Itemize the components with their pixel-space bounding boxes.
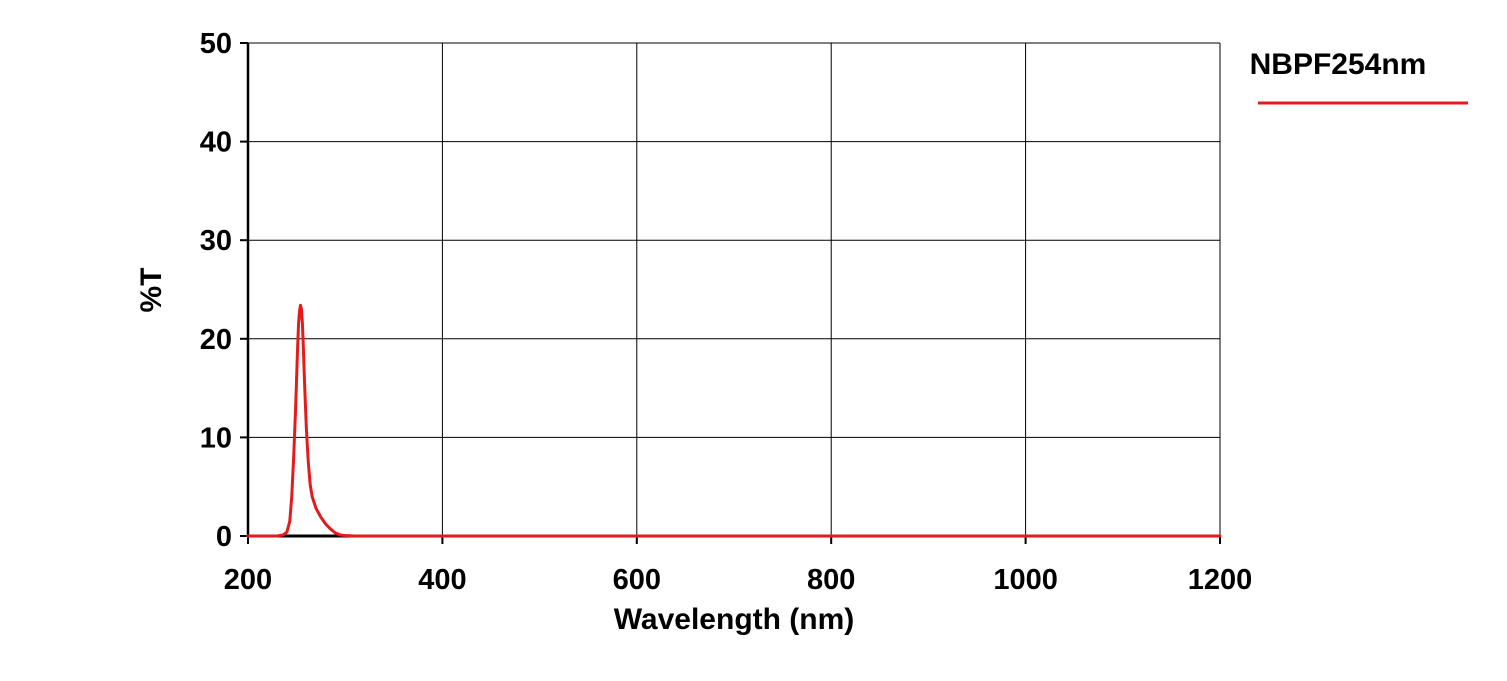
tick-labels: 200 400 600 800 1000 1200 0 10 20 30 40 50 xyxy=(200,28,1253,596)
y-tick-label: 10 xyxy=(200,422,232,454)
y-axis-title: %T xyxy=(135,268,168,313)
y-tick-label: 20 xyxy=(200,324,232,356)
legend-label: NBPF254nm xyxy=(1250,48,1427,81)
x-axis-title: Wavelength (nm) xyxy=(614,603,855,636)
x-tick-label: 200 xyxy=(224,564,272,596)
legend: NBPF254nm xyxy=(1250,48,1468,105)
y-tick-label: 50 xyxy=(200,28,232,60)
x-tick-label: 1200 xyxy=(1188,564,1253,596)
x-tick-label: 800 xyxy=(807,564,855,596)
x-tick-label: 400 xyxy=(418,564,466,596)
y-tick-label: 30 xyxy=(200,225,232,257)
x-tick-label: 1000 xyxy=(993,564,1058,596)
y-tick-label: 0 xyxy=(216,521,232,553)
x-tick-label: 600 xyxy=(613,564,661,596)
series-layer xyxy=(246,303,1222,538)
series-line-0 xyxy=(246,303,1222,538)
y-tick-label: 40 xyxy=(200,127,232,159)
grid xyxy=(248,42,1221,536)
